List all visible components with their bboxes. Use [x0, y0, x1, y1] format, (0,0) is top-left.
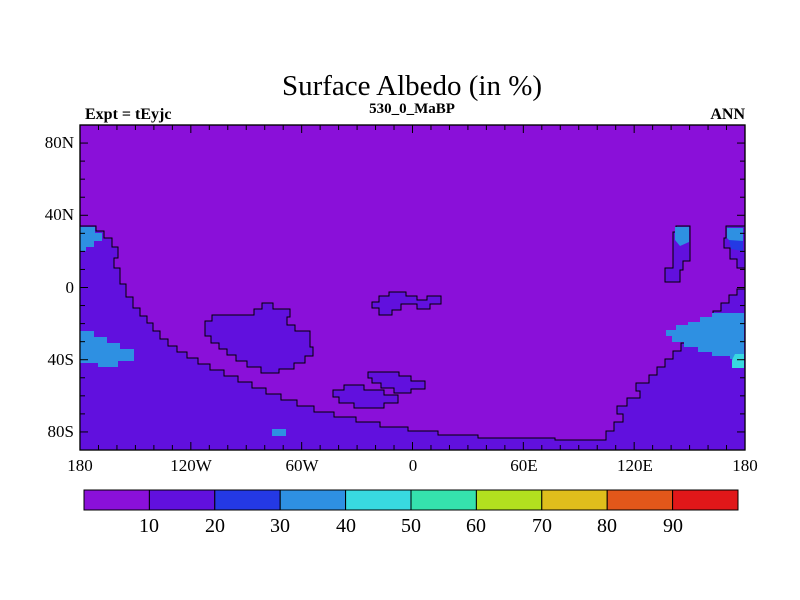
chart-subtitle: 530_0_MaBP: [369, 101, 455, 117]
island-south-upper: [367, 371, 426, 394]
y-axis-label: 40N: [45, 205, 74, 224]
colorbar-cell: [606, 489, 674, 511]
island-south-lower: [332, 384, 399, 409]
patch-south-dot: [272, 429, 286, 436]
patch-nw-coast: [80, 227, 102, 251]
season-label: ANN: [710, 106, 745, 123]
y-axis-labels: 80N 40N 0 40S 80S: [45, 133, 74, 441]
patch-east-interior: [666, 313, 744, 359]
colorbar-cell: [345, 489, 412, 511]
colorbar-labels: 10 20 30 40 50 60 70 80 90: [139, 515, 683, 537]
y-axis-label: 80S: [48, 422, 74, 441]
experiment-label: Expt = tEyjc: [85, 106, 171, 123]
colorbar-cell: [541, 489, 608, 511]
colorbar-label: 90: [663, 515, 683, 537]
colorbar-cell: [279, 489, 347, 511]
island-equatorial: [371, 291, 442, 316]
x-axis-label: 120E: [617, 456, 653, 475]
y-axis-label: 0: [66, 278, 75, 297]
albedo-patch-layer: [80, 227, 744, 436]
axis-ticks: [79, 124, 746, 451]
colorbar: [83, 489, 739, 511]
x-axis-label: 120W: [170, 456, 213, 475]
y-axis-label: 80N: [45, 133, 74, 152]
colorbar-cell: [410, 489, 477, 511]
colorbar-label: 60: [466, 515, 486, 537]
colorbar-label: 10: [139, 515, 159, 537]
colorbar-label: 50: [401, 515, 421, 537]
colorbar-cell: [148, 489, 216, 511]
chart-title: Surface Albedo (in %): [282, 70, 542, 102]
colorbar-cell: [83, 489, 150, 511]
x-axis-label: 60W: [285, 456, 319, 475]
x-axis-label: 0: [409, 456, 418, 475]
x-axis-label: 180: [67, 456, 93, 475]
x-axis-label: 60E: [510, 456, 537, 475]
patch-island-narrow-cap: [675, 227, 689, 246]
patch-east-cyan-fringe: [732, 354, 744, 368]
patch-sw-coast: [80, 331, 134, 367]
colorbar-label: 20: [205, 515, 225, 537]
colorbar-label: 40: [336, 515, 356, 537]
colorbar-label: 80: [597, 515, 617, 537]
colorbar-cell: [475, 489, 543, 511]
island-midocean: [204, 302, 314, 374]
x-axis-labels: 180 120W 60W 0 60E 120E 180: [67, 456, 758, 475]
x-axis-label: 180: [732, 456, 758, 475]
colorbar-cell: [214, 489, 281, 511]
patch-island-edge-blue: [729, 240, 743, 251]
colorbar-cell: [672, 489, 739, 511]
colorbar-label: 70: [532, 515, 552, 537]
colorbar-label: 30: [270, 515, 290, 537]
y-axis-label: 40S: [48, 350, 74, 369]
